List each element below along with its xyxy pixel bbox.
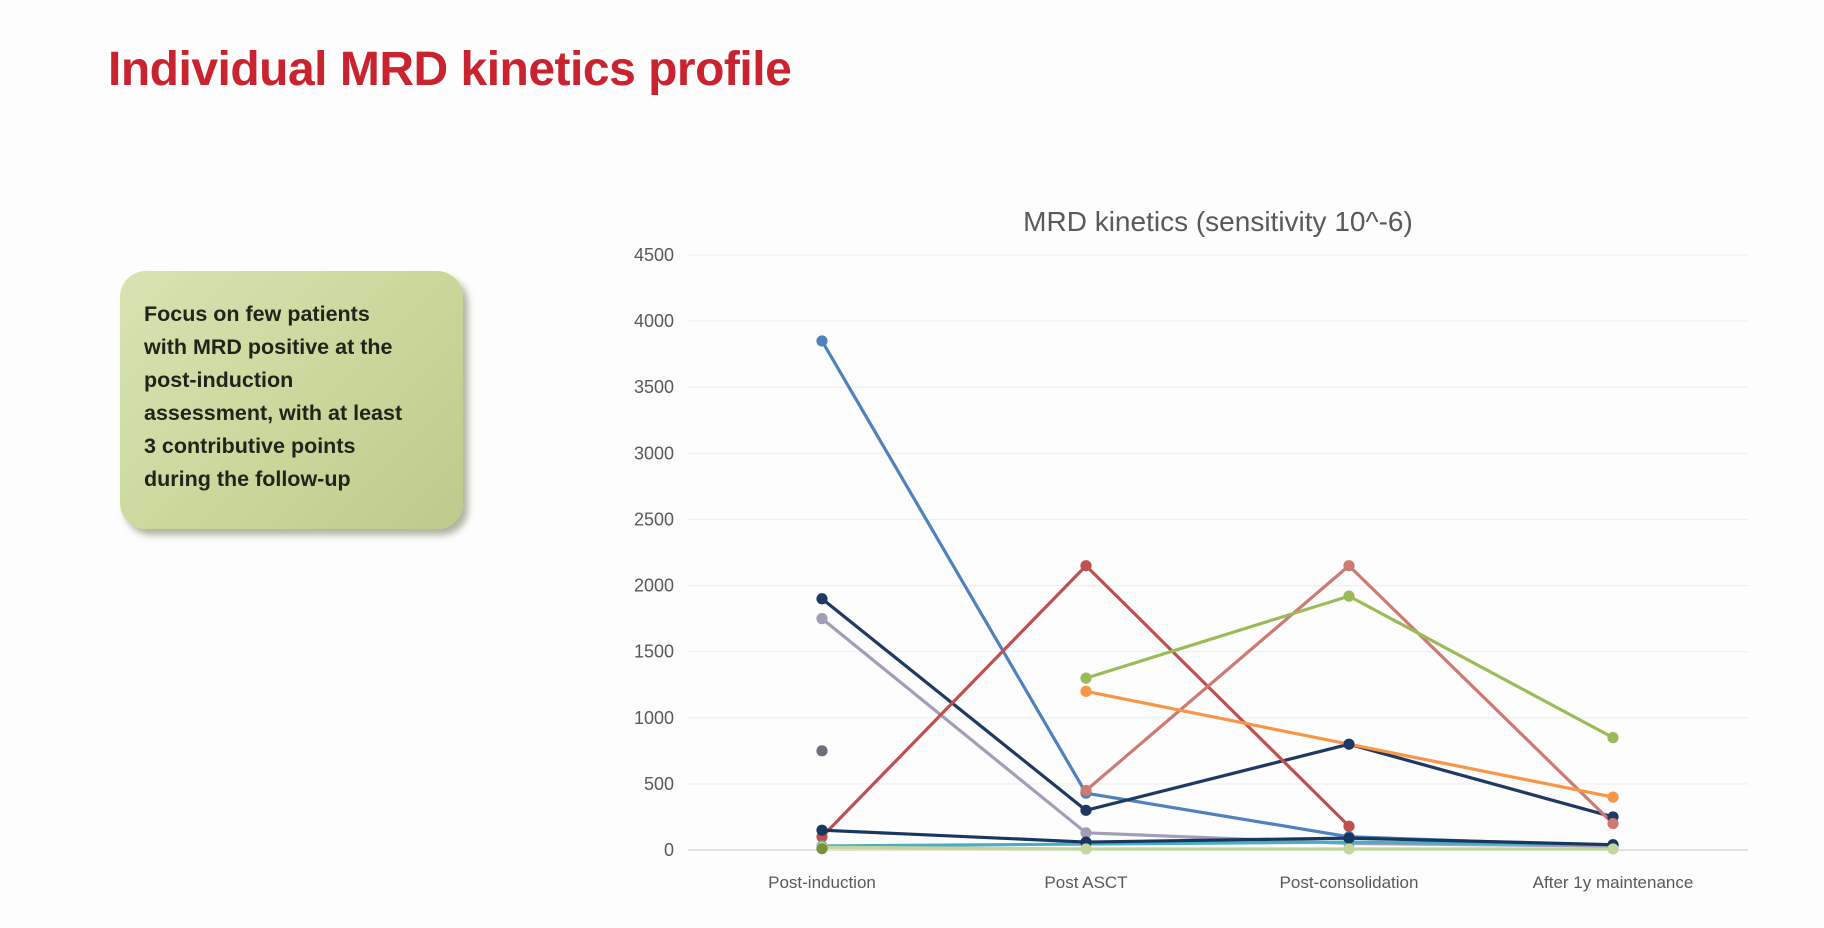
y-tick-label: 3500	[634, 377, 674, 397]
series-marker-patient-brick-red	[1080, 560, 1092, 572]
series-marker-patient-dark-navy	[1080, 804, 1092, 816]
series-marker-patient-lone-gray-dot	[816, 745, 828, 757]
series-marker-patient-olive-green	[1607, 732, 1619, 744]
series-marker-patient-dark-navy	[1343, 738, 1355, 750]
callout-text-line: 3 contributive points	[144, 434, 356, 458]
y-tick-label: 0	[664, 840, 674, 860]
x-tick-label: Post-consolidation	[1280, 873, 1419, 892]
series-marker-patient-gray-lavender	[816, 613, 828, 625]
y-tick-label: 1500	[634, 642, 674, 662]
slide-title: Individual MRD kinetics profile	[108, 43, 792, 96]
series-marker-patient-dark-navy	[816, 593, 828, 605]
series-marker-patient-dark-olive-dot	[816, 843, 828, 855]
series-line-patient-pale-green	[820, 845, 1615, 851]
y-tick-label: 4500	[634, 245, 674, 265]
series-marker-patient-orange	[1607, 791, 1619, 803]
series-marker-patient-salmon	[1343, 560, 1355, 572]
series-marker-patient-pale-green	[1080, 843, 1092, 855]
y-tick-label: 3000	[634, 443, 674, 463]
series-line-patient-teal	[820, 840, 1615, 848]
y-tick-label: 500	[644, 774, 674, 794]
x-tick-label: Post-induction	[768, 873, 876, 892]
callout-box: Focus on few patients with MRD positive …	[120, 271, 463, 529]
series-marker-patient-pale-green	[1343, 843, 1355, 855]
series-marker-patient-olive-green	[1343, 590, 1355, 602]
y-tick-label: 2000	[634, 576, 674, 596]
series-marker-patient-navy-low	[816, 824, 828, 836]
y-tick-label: 4000	[634, 311, 674, 331]
series-line-patient-steel-blue	[820, 339, 1615, 848]
series-marker-patient-brick-red	[1343, 820, 1355, 832]
callout-text-line: during the follow-up	[144, 467, 351, 491]
series-marker-patient-gray-lavender	[1080, 827, 1092, 839]
y-tick-label: 1000	[634, 708, 674, 728]
callout-text-line: post-induction	[144, 368, 294, 392]
series-marker-patient-navy-low	[1343, 832, 1355, 844]
callout-text-line: assessment, with at least	[144, 401, 403, 425]
chart-title: MRD kinetics (sensitivity 10^-6)	[1023, 206, 1413, 237]
series-marker-patient-salmon	[1607, 817, 1619, 830]
series-line-patient-dark-navy	[820, 597, 1615, 819]
x-tick-label: After 1y maintenance	[1533, 873, 1694, 892]
series-marker-patient-steel-blue	[816, 335, 828, 347]
series-marker-patient-salmon	[1080, 784, 1092, 797]
callout-text-line: with MRD positive at the	[144, 335, 393, 359]
series-line-patient-olive-green	[1084, 594, 1615, 740]
series-line-patient-gray-lavender	[820, 617, 1615, 848]
series-marker-patient-orange	[1080, 685, 1092, 697]
x-tick-label: Post ASCT	[1044, 873, 1127, 892]
series-marker-patient-olive-green	[1080, 672, 1092, 684]
callout-text-line: Focus on few patients	[144, 302, 370, 326]
mrd-kinetics-chart: 4500 4000 3500 3000 2500 2000 1500 1000 500 0 Post…	[634, 245, 1748, 892]
y-tick-label: 2500	[634, 509, 674, 529]
series-line-patient-navy-low	[820, 828, 1615, 847]
series-marker-patient-pale-green	[1607, 843, 1619, 855]
